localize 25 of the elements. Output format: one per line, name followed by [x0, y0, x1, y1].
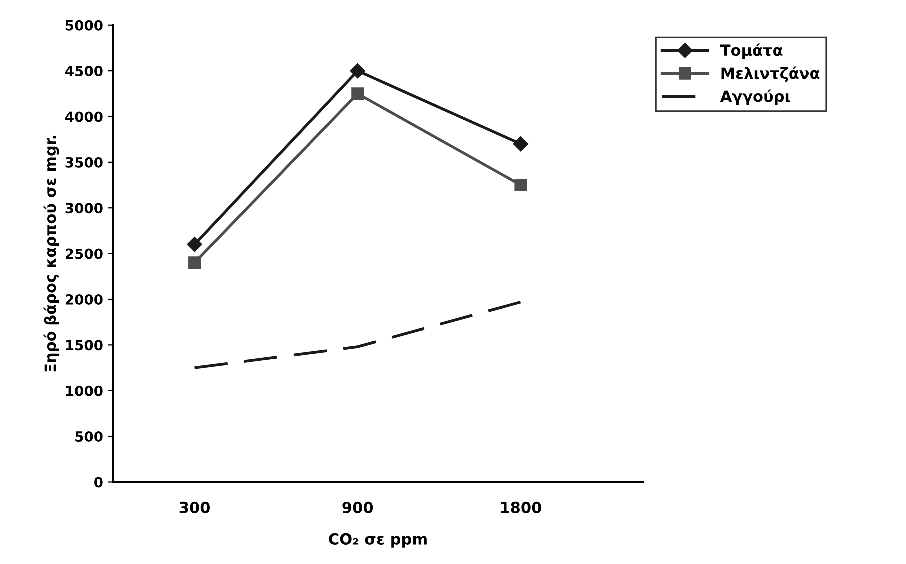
y-tick-label: 3500: [66, 157, 103, 168]
point: [352, 88, 364, 100]
y-tick-label: 0: [94, 477, 103, 488]
legend-label: Αγγούρι: [720, 90, 790, 106]
point: [188, 256, 202, 270]
legend-label: Τομάτα: [720, 44, 783, 60]
y-tick-label: 5000: [66, 20, 103, 31]
y-tick-label: 4000: [66, 112, 103, 122]
point: [513, 136, 529, 152]
y-tick-label: 1500: [66, 340, 103, 351]
y-tick-label: 1000: [66, 386, 103, 396]
y-axis-title: Ξηρό βάρος καρπού σε mgr.: [44, 136, 60, 372]
x-tick-label: 300: [180, 502, 210, 514]
y-tick-label: 4500: [66, 66, 103, 77]
point: [514, 179, 528, 192]
x-tick-label: 900: [342, 502, 374, 514]
x-axis-title: CO₂ σε ppm: [329, 533, 427, 548]
point: [350, 63, 366, 79]
legend-label: Μελιντζάνα: [722, 66, 820, 82]
point: [187, 237, 202, 252]
y-tick-label: 3000: [66, 203, 103, 214]
y-tick-label: 2000: [66, 294, 103, 305]
y-tick-label: 500: [76, 432, 103, 442]
x-tick-label: 1800: [501, 502, 542, 514]
y-tick-label: 2500: [66, 248, 103, 260]
